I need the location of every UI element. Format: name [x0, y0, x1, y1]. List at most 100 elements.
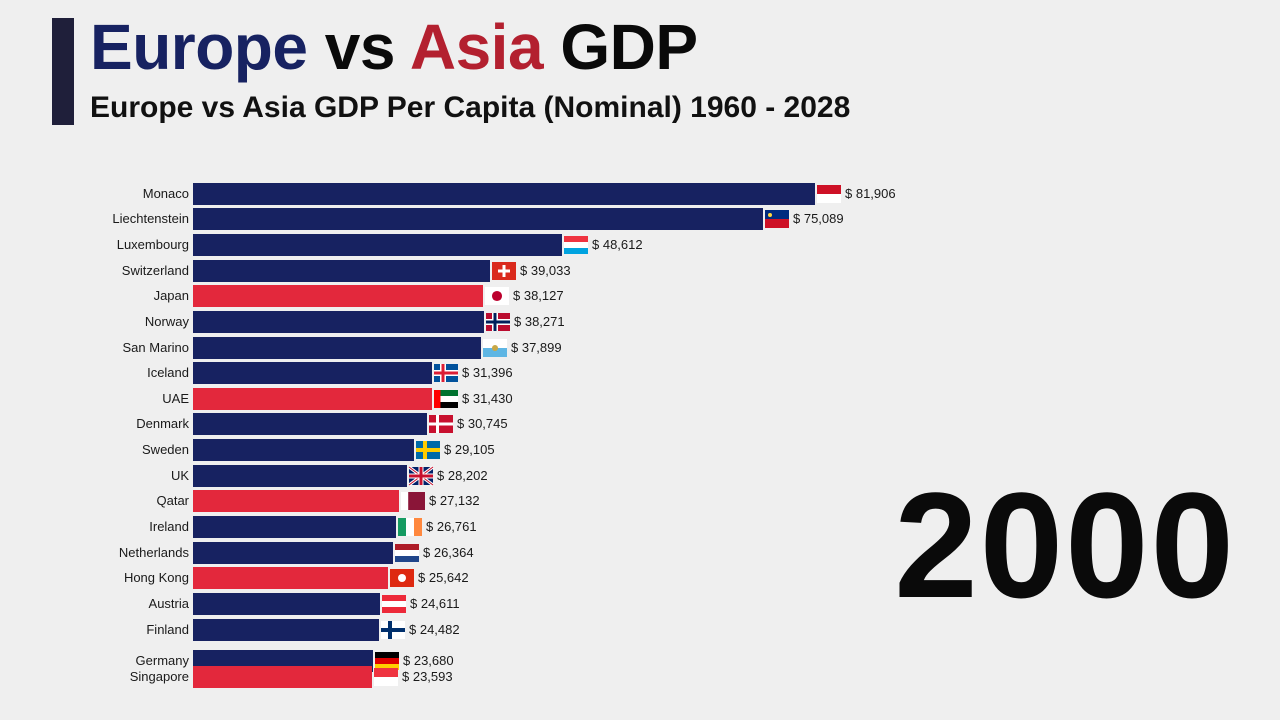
bar-row-switzerland: Switzerland $ 39,033 — [122, 260, 571, 282]
bar-norway — [193, 311, 484, 333]
bar-label-switzerland: Switzerland — [122, 263, 189, 278]
bar-row-netherlands: Netherlands $ 26,364 — [119, 542, 474, 564]
bar-row-sweden: Sweden $ 29,105 — [142, 439, 495, 461]
norway-flag-icon — [486, 313, 510, 331]
bar-row-ireland: Ireland $ 26,761 — [149, 516, 477, 538]
title-gdp: GDP — [543, 11, 698, 83]
value-label-norway: $ 38,271 — [514, 314, 565, 329]
value-label-monaco: $ 81,906 — [845, 186, 896, 201]
bar-label-uk: UK — [171, 468, 189, 483]
bar-row-qatar: Qatar $ 27,132 — [156, 490, 480, 512]
bar-finland — [193, 619, 379, 641]
bar-label-norway: Norway — [145, 314, 190, 329]
value-label-uk: $ 28,202 — [437, 468, 488, 483]
singapore-flag-icon — [374, 668, 398, 686]
uae-flag-icon — [434, 390, 458, 408]
page-subtitle: Europe vs Asia GDP Per Capita (Nominal) … — [90, 91, 851, 124]
value-label-luxembourg: $ 48,612 — [592, 237, 643, 252]
iceland-flag-icon — [434, 364, 458, 382]
value-label-iceland: $ 31,396 — [462, 365, 513, 380]
bar-row-uk: UK $ 28,202 — [171, 465, 488, 487]
bar-label-ireland: Ireland — [149, 519, 189, 534]
value-label-austria: $ 24,611 — [410, 596, 460, 611]
value-label-singapore: $ 23,593 — [402, 669, 453, 684]
bar-sweden — [193, 439, 414, 461]
qatar-flag-icon — [401, 492, 425, 510]
bar-row-singapore: Singapore $ 23,593 — [130, 666, 453, 688]
page-title: Europe vs Asia GDP — [90, 8, 698, 86]
netherlands-flag-icon — [395, 544, 419, 562]
bar-liechtenstein — [193, 208, 763, 230]
bar-row-uae: UAE $ 31,430 — [162, 388, 513, 410]
title-asia: Asia — [409, 11, 544, 83]
ireland-flag-icon — [398, 518, 422, 536]
japan-flag-icon — [485, 287, 509, 305]
bar-ireland — [193, 516, 396, 538]
title-vs: vs — [307, 11, 410, 83]
bar-row-iceland: Iceland $ 31,396 — [147, 362, 513, 384]
austria-flag-icon — [382, 595, 406, 613]
header-accent-bar — [52, 18, 74, 125]
bar-monaco — [193, 183, 815, 205]
bar-san-marino — [193, 337, 481, 359]
bar-japan — [193, 285, 483, 307]
year-label: 2000 — [894, 461, 1236, 629]
bar-label-netherlands: Netherlands — [119, 545, 190, 560]
bar-netherlands — [193, 542, 393, 564]
bar-qatar — [193, 490, 399, 512]
bar-label-qatar: Qatar — [156, 493, 189, 508]
value-label-liechtenstein: $ 75,089 — [793, 211, 844, 226]
bar-uk — [193, 465, 407, 487]
luxembourg-flag-icon — [564, 236, 588, 254]
value-label-germany: $ 23,680 — [403, 653, 454, 668]
bar-uae — [193, 388, 432, 410]
value-label-netherlands: $ 26,364 — [423, 545, 474, 560]
bar-luxembourg — [193, 234, 562, 256]
value-label-hong-kong: $ 25,642 — [418, 570, 469, 585]
value-label-ireland: $ 26,761 — [426, 519, 477, 534]
bar-row-norway: Norway $ 38,271 — [145, 311, 565, 333]
value-label-san-marino: $ 37,899 — [511, 340, 562, 355]
bar-label-iceland: Iceland — [147, 365, 189, 380]
bar-row-denmark: Denmark $ 30,745 — [136, 413, 508, 435]
bar-label-japan: Japan — [154, 288, 189, 303]
bar-label-hong-kong: Hong Kong — [124, 570, 189, 585]
bar-label-denmark: Denmark — [136, 416, 189, 431]
germany-flag-icon — [375, 652, 399, 670]
bar-label-luxembourg: Luxembourg — [117, 237, 189, 252]
bar-switzerland — [193, 260, 490, 282]
bar-row-liechtenstein: Liechtenstein $ 75,089 — [112, 208, 844, 230]
value-label-sweden: $ 29,105 — [444, 442, 495, 457]
monaco-flag-icon — [817, 185, 841, 203]
bar-row-austria: Austria $ 24,611 — [149, 593, 460, 615]
value-label-switzerland: $ 39,033 — [520, 263, 571, 278]
bar-label-germany: Germany — [136, 653, 190, 668]
bar-hong-kong — [193, 567, 388, 589]
bar-singapore — [193, 666, 372, 688]
bar-row-monaco: Monaco $ 81,906 — [143, 183, 896, 205]
bar-row-finland: Finland $ 24,482 — [146, 619, 460, 641]
bar-denmark — [193, 413, 427, 435]
title-europe: Europe — [90, 11, 308, 83]
liechtenstein-flag-icon — [765, 210, 789, 228]
bar-label-monaco: Monaco — [143, 186, 189, 201]
bar-row-japan: Japan $ 38,127 — [154, 285, 564, 307]
value-label-japan: $ 38,127 — [513, 288, 564, 303]
bar-row-hong-kong: Hong Kong $ 25,642 — [124, 567, 469, 589]
value-label-uae: $ 31,430 — [462, 391, 513, 406]
bar-label-singapore: Singapore — [130, 669, 189, 684]
sweden-flag-icon — [416, 441, 440, 459]
san-marino-flag-icon — [483, 339, 507, 357]
bar-row-san-marino: San Marino $ 37,899 — [123, 337, 562, 359]
value-label-qatar: $ 27,132 — [429, 493, 480, 508]
value-label-finland: $ 24,482 — [409, 622, 460, 637]
bar-label-liechtenstein: Liechtenstein — [112, 211, 189, 226]
denmark-flag-icon — [429, 415, 453, 433]
bar-austria — [193, 593, 380, 615]
switzerland-flag-icon — [492, 262, 516, 280]
bar-label-austria: Austria — [149, 596, 190, 611]
hong-kong-flag-icon — [390, 569, 414, 587]
bar-label-uae: UAE — [162, 391, 189, 406]
bar-row-luxembourg: Luxembourg $ 48,612 — [117, 234, 643, 256]
